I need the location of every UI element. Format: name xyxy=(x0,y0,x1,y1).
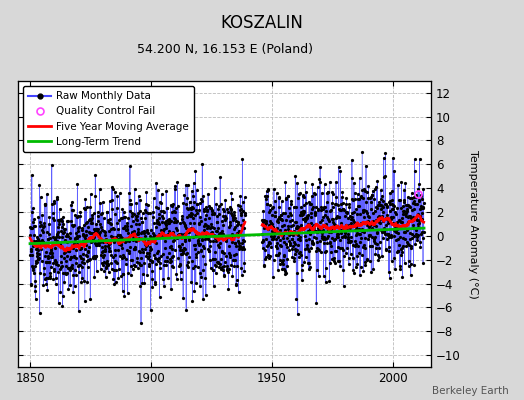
Text: Berkeley Earth: Berkeley Earth xyxy=(432,386,508,396)
Legend: Raw Monthly Data, Quality Control Fail, Five Year Moving Average, Long-Term Tren: Raw Monthly Data, Quality Control Fail, … xyxy=(23,86,194,152)
Title: 54.200 N, 16.153 E (Poland): 54.200 N, 16.153 E (Poland) xyxy=(137,43,313,56)
Text: KOSZALIN: KOSZALIN xyxy=(221,14,303,32)
Y-axis label: Temperature Anomaly (°C): Temperature Anomaly (°C) xyxy=(467,150,477,298)
